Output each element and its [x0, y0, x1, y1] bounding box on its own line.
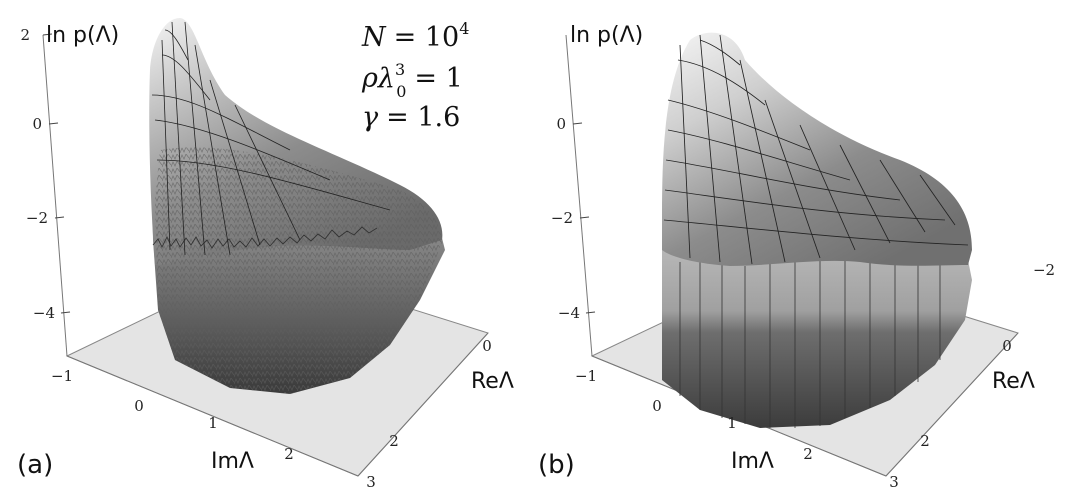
panel-label-a: (a): [17, 450, 53, 480]
z-tick-label: −2: [551, 209, 573, 227]
y-axis-label: ReΛ: [992, 369, 1035, 394]
x-axis-label: ImΛ: [731, 449, 774, 474]
x-axis-label: ImΛ: [211, 449, 254, 474]
x-tick-label: 3: [366, 473, 376, 491]
parameter-annotations: N = 104 ρλ3 0 = 1 γ = 1.6: [361, 19, 469, 133]
param-rho: ρλ3 0 = 1: [361, 60, 463, 101]
z-tick-mark: [49, 123, 58, 124]
z-tick-label: 2: [20, 26, 30, 44]
x-tick-label: 0: [652, 397, 662, 415]
x-tick-label: −1: [51, 367, 73, 385]
y-tick-label: −2: [1033, 261, 1055, 279]
param-N: N = 104: [361, 19, 469, 53]
x-tick-label: −1: [575, 367, 597, 385]
z-tick-mark: [61, 312, 70, 313]
x-tick-label: 1: [727, 414, 737, 432]
y-tick-label: 2: [920, 432, 930, 450]
y-tick-label: 0: [482, 337, 492, 355]
y-axis-label: ReΛ: [471, 369, 514, 394]
z-tick-label: −4: [558, 304, 580, 322]
x-tick-label: 3: [889, 473, 899, 491]
panel-a: 2 0 −2 −4 −1 0 1 2 3: [17, 18, 514, 491]
panel-label-b: (b): [538, 450, 575, 480]
x-tick-label: 2: [803, 445, 813, 463]
z-tick-label: −2: [26, 209, 48, 227]
y-tick-label: 0: [1002, 337, 1012, 355]
y-tick-label: 2: [389, 432, 399, 450]
x-tick-label: 2: [284, 445, 294, 463]
surface-top-b: [662, 33, 972, 266]
z-tick-label: −4: [33, 304, 55, 322]
x-tick-label: 1: [208, 414, 218, 432]
z-axis-label: ln p(Λ): [570, 23, 643, 48]
x-tick-label: 0: [134, 397, 144, 415]
z-tick-mark: [573, 123, 582, 124]
z-axis-label: ln p(Λ): [46, 23, 119, 48]
z-tick-label: 0: [32, 115, 42, 133]
z-tick-mark: [580, 217, 589, 218]
panel-b: 0 −2 −4: [538, 23, 1055, 491]
z-tick-label: 0: [556, 115, 566, 133]
z-tick-mark: [586, 312, 595, 313]
param-gamma: γ = 1.6: [362, 102, 460, 133]
